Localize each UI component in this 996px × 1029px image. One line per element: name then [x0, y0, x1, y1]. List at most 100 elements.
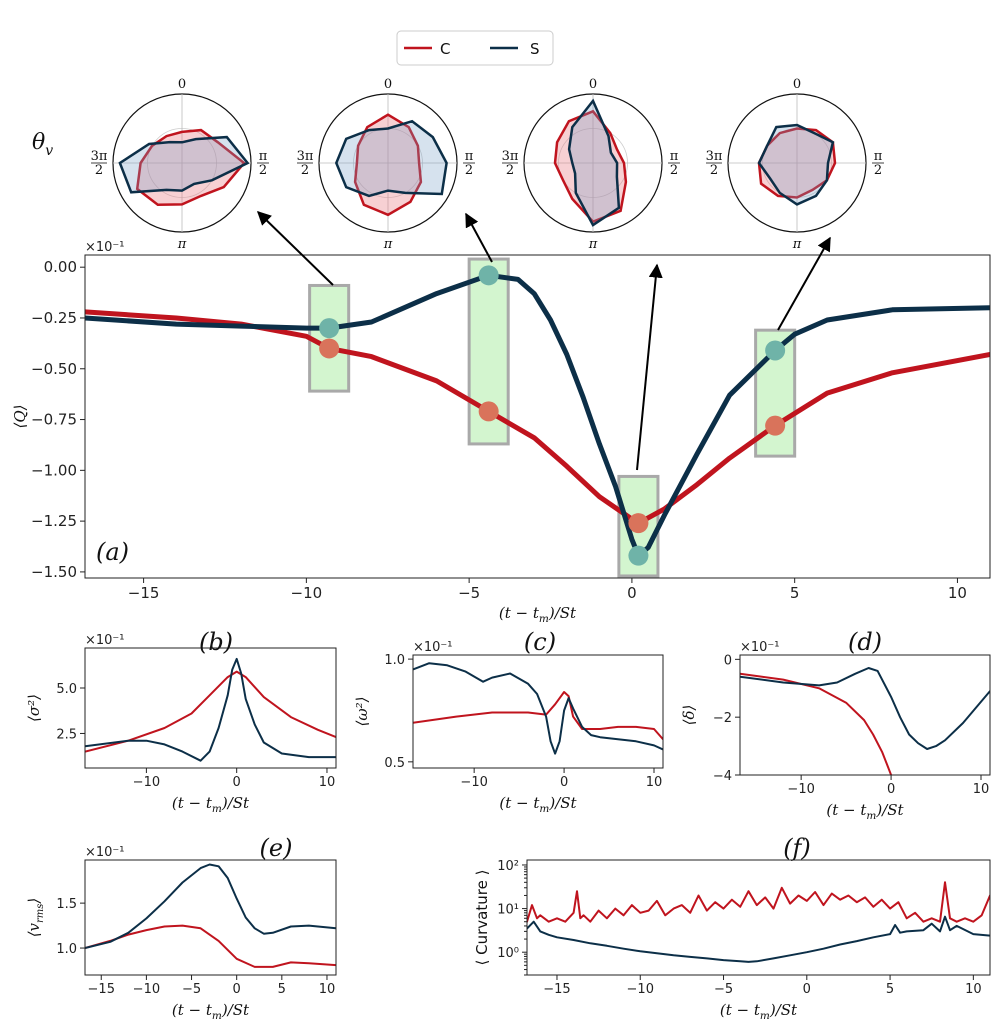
y-tick-label: −4 — [713, 769, 732, 784]
legend-label-s: S — [530, 40, 540, 58]
panel-label-d: (d) — [848, 628, 882, 656]
x-tick-label: 0 — [887, 782, 895, 797]
y-axis-label: ⟨δ⟩ — [680, 705, 698, 726]
series-line-s — [85, 863, 336, 949]
axes-frame — [84, 647, 337, 769]
xlabel-part: )/St — [769, 1001, 798, 1019]
marker-c-2 — [319, 338, 340, 359]
marker-c-8 — [765, 415, 786, 436]
y-tick-label: 0.5 — [384, 756, 405, 771]
polar-label-right-den: 2 — [465, 163, 473, 178]
xlabel-part: (t − t — [172, 794, 213, 812]
y-axis-label: ⟨ω²⟩ — [353, 697, 371, 727]
series-line-s — [85, 272, 990, 559]
panel-f: −15 −10 −5 0 5 10 10⁰ 10¹ 10² (t − tm)/St ⟨ Curvat… — [473, 834, 991, 1022]
polar-label-left-den: 2 — [95, 163, 103, 178]
y-tick-label: 1.0 — [384, 653, 405, 668]
x-tick-label: 10 — [319, 982, 336, 997]
polar-shape-s — [757, 123, 835, 206]
y-tick-label: 1.0 — [56, 942, 77, 957]
series-line-c — [527, 881, 990, 923]
panel-d: −10 0 10 0 −2 −4 ×10⁻¹ (t − tm)/St ⟨δ⟩ (d) — [680, 628, 991, 822]
y-tick-label: 5.0 — [56, 682, 77, 697]
series-line-c — [85, 670, 336, 753]
panel-a: −15 −10 −5 0 5 10 0.00 −0.25 −0.50 −0.75 −1.00 −1.2… — [11, 240, 991, 625]
connector-arrow-2 — [465, 212, 493, 263]
axes-frame — [84, 254, 991, 579]
polar-shape-s — [118, 135, 250, 194]
x-tick-label: 5 — [886, 982, 894, 997]
polar-label-left-den: 2 — [301, 163, 309, 178]
polar-label-right-den: 2 — [670, 163, 678, 178]
x-tick-label: 10 — [319, 775, 336, 790]
x-tick-label: 5 — [790, 584, 800, 602]
y-axis-label: ⟨ Curvature ⟩ — [473, 870, 491, 966]
polar-label-left-num: 3π — [502, 149, 519, 164]
xlabel-part: )/St — [548, 604, 577, 622]
polar-label-top: 0 — [178, 77, 186, 92]
x-tick-label: −15 — [88, 982, 115, 997]
y-tick-label: 2.5 — [56, 727, 77, 742]
legend: C S — [396, 30, 554, 66]
polar-label-left-num: 3π — [297, 149, 314, 164]
y-tick-label: −0.50 — [31, 360, 77, 378]
y-tick-label: 0.00 — [44, 258, 77, 276]
polar-label-left-den: 2 — [710, 163, 718, 178]
y-tick-label: −0.75 — [31, 411, 77, 429]
polar-label-right-num: π — [670, 149, 679, 164]
panel-c: −10 0 10 0.5 1.0 ×10⁻¹ (t − tm)/St ⟨ω²⟩ (c) — [353, 628, 664, 815]
x-tick-label: 10 — [965, 982, 982, 997]
y-tick-label: −0.25 — [31, 309, 77, 327]
axis-multiplier: ×10⁻¹ — [740, 640, 780, 655]
axis-multiplier: ×10⁻¹ — [413, 640, 453, 655]
x-tick-label: −15 — [128, 584, 160, 602]
axes-frame — [739, 654, 991, 776]
polar-ylabel: θv — [32, 130, 53, 159]
panel-label-a: (a) — [96, 538, 129, 566]
polar-label-top: 0 — [793, 77, 801, 92]
ylabel-subscript: rms — [35, 904, 46, 923]
series-line-s — [85, 657, 336, 762]
marker-s-7 — [765, 340, 786, 361]
axes-frame — [526, 859, 991, 976]
y-tick-label: −2 — [713, 711, 732, 726]
series-line-c — [740, 672, 893, 775]
x-tick-label: −15 — [543, 982, 570, 997]
polar-label-right-den: 2 — [259, 163, 267, 178]
connector-arrow-3 — [636, 263, 663, 471]
x-tick-label: −10 — [460, 775, 487, 790]
polar-label-right-num: π — [465, 149, 474, 164]
x-axis-label: (t − tm)/St — [499, 794, 577, 815]
x-tick-label: −10 — [291, 584, 323, 602]
marker-c-5 — [628, 513, 649, 534]
panel-label-e: (e) — [260, 834, 293, 862]
x-tick-label: −5 — [714, 982, 733, 997]
polar-label-right-num: π — [874, 149, 883, 164]
marker-s-1 — [319, 318, 340, 339]
x-tick-label: −10 — [627, 982, 654, 997]
x-tick-label: −5 — [458, 584, 480, 602]
panel-e: −15 −10 −5 0 5 10 1.0 1.5 ×10⁻¹ (t − tm)/St ⟨vrms⟩… — [25, 834, 337, 1022]
series-line-s — [740, 667, 990, 750]
ylabel-part: ⟨v — [25, 922, 43, 937]
y-tick-label: 10¹ — [497, 903, 519, 918]
polar-shape-s — [334, 119, 448, 198]
polar-ylabel-sub: v — [45, 143, 53, 159]
polar-label-bottom: π — [792, 237, 802, 252]
series-line-s — [413, 662, 663, 755]
y-tick-label: −1.25 — [31, 512, 77, 530]
x-tick-label: 10 — [973, 782, 990, 797]
polar-shape-s — [567, 98, 621, 227]
series-line-c — [413, 691, 663, 741]
polar-shape-c — [353, 113, 423, 217]
polar-label-left-num: 3π — [706, 149, 723, 164]
x-axis-label: (t − tm)/St — [826, 801, 904, 822]
panel-label-f: (f) — [783, 834, 811, 862]
xlabel-part: )/St — [221, 794, 250, 812]
series-group — [85, 863, 336, 968]
